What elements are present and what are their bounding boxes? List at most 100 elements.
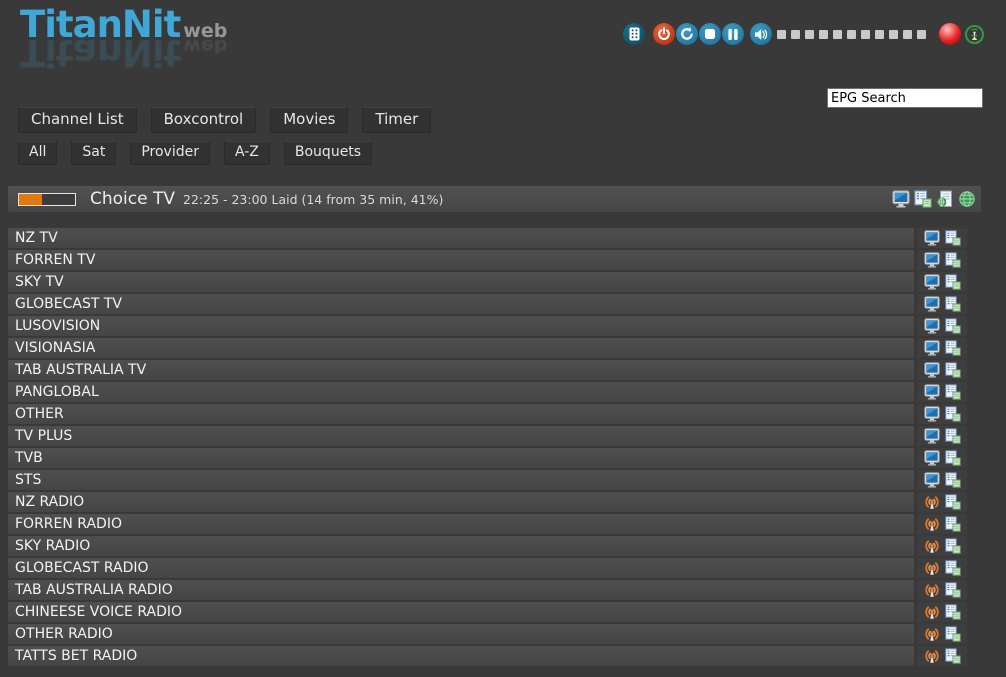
copy-to-bouquet-icon[interactable] — [944, 274, 961, 290]
tv-icon[interactable] — [923, 362, 940, 378]
nav-movies[interactable]: Movies — [270, 107, 349, 133]
volume-segment[interactable] — [903, 29, 912, 39]
volume-segment[interactable] — [777, 29, 786, 39]
channel-name: PANGLOBAL — [15, 384, 99, 400]
nav-boxcontrol[interactable]: Boxcontrol — [150, 107, 257, 133]
channel-button[interactable]: NZ RADIO — [8, 492, 914, 512]
channel-button[interactable]: OTHER RADIO — [8, 624, 914, 644]
radio-icon[interactable] — [924, 626, 940, 642]
radio-icon[interactable] — [924, 582, 940, 598]
channel-button[interactable]: LUSOVISION — [8, 316, 914, 336]
channel-row-actions — [917, 536, 967, 556]
copy-to-bouquet-icon[interactable] — [944, 362, 961, 378]
pause-icon[interactable] — [722, 23, 744, 45]
channel-button[interactable]: TAB AUSTRALIA RADIO — [8, 580, 914, 600]
volume-segment[interactable] — [875, 29, 884, 39]
stop-icon[interactable] — [699, 23, 721, 45]
channel-button[interactable]: NZ TV — [8, 228, 914, 248]
radio-icon[interactable] — [924, 648, 940, 664]
copy-to-bouquet-icon[interactable] — [944, 230, 961, 246]
channel-button[interactable]: PANGLOBAL — [8, 382, 914, 402]
channel-row-actions — [917, 580, 967, 600]
channel-button[interactable]: OTHER — [8, 404, 914, 424]
filter-sat[interactable]: Sat — [71, 141, 117, 165]
restart-icon[interactable] — [676, 23, 698, 45]
web-document-icon[interactable] — [936, 190, 954, 208]
volume-segment[interactable] — [889, 29, 898, 39]
filter-all[interactable]: All — [18, 141, 58, 165]
globe-icon[interactable] — [958, 190, 976, 208]
tv-icon[interactable] — [923, 318, 940, 334]
epg-search-input[interactable] — [827, 88, 983, 108]
copy-to-bouquet-icon[interactable] — [944, 626, 961, 642]
tv-icon[interactable] — [923, 472, 940, 488]
copy-to-bouquet-icon[interactable] — [944, 296, 961, 312]
channel-button[interactable]: TAB AUSTRALIA TV — [8, 360, 914, 380]
nav-timer[interactable]: Timer — [362, 107, 432, 133]
copy-to-bouquet-icon[interactable] — [944, 494, 961, 510]
channel-button[interactable]: SKY RADIO — [8, 536, 914, 556]
channel-button[interactable]: FORREN RADIO — [8, 514, 914, 534]
copy-to-bouquet-icon[interactable] — [944, 340, 961, 356]
tv-icon[interactable] — [923, 384, 940, 400]
channel-row: SKY RADIO — [8, 536, 967, 556]
copy-to-bouquet-icon[interactable] — [944, 406, 961, 422]
copy-to-bouquet-icon[interactable] — [944, 450, 961, 466]
volume-segment[interactable] — [861, 29, 870, 39]
filter-provider[interactable]: Provider — [130, 141, 210, 165]
channel-button[interactable]: CHINEESE VOICE RADIO — [8, 602, 914, 622]
channel-row: NZ RADIO — [8, 492, 967, 512]
volume-segment[interactable] — [847, 29, 856, 39]
copy-to-bouquet-icon[interactable] — [944, 384, 961, 400]
copy-to-bouquet-icon[interactable] — [944, 472, 961, 488]
radio-icon[interactable] — [924, 516, 940, 532]
volume-segment[interactable] — [917, 29, 926, 39]
copy-to-bouquet-icon[interactable] — [944, 648, 961, 664]
channel-row-actions — [917, 492, 967, 512]
power-icon[interactable] — [653, 23, 675, 45]
tv-icon[interactable] — [923, 450, 940, 466]
radio-icon[interactable] — [924, 604, 940, 620]
copy-to-bouquet-icon[interactable] — [944, 318, 961, 334]
volume-level[interactable] — [777, 29, 926, 39]
channel-button[interactable]: GLOBECAST TV — [8, 294, 914, 314]
channel-button[interactable]: TV PLUS — [8, 426, 914, 446]
tv-icon[interactable] — [923, 274, 940, 290]
channel-button[interactable]: VISIONASIA — [8, 338, 914, 358]
volume-segment[interactable] — [819, 29, 828, 39]
channel-button[interactable]: TATTS BET RADIO — [8, 646, 914, 666]
copy-to-bouquet-icon[interactable] — [944, 516, 961, 532]
copy-to-bouquet-icon[interactable] — [944, 428, 961, 444]
filter-bouquets[interactable]: Bouquets — [283, 141, 373, 165]
volume-segment[interactable] — [833, 29, 842, 39]
radio-icon[interactable] — [924, 494, 940, 510]
copy-to-bouquet-icon[interactable] — [944, 538, 961, 554]
radio-icon[interactable] — [924, 560, 940, 576]
volume-icon[interactable] — [750, 23, 772, 45]
tv-icon[interactable] — [923, 296, 940, 312]
filter-a-z[interactable]: A-Z — [223, 141, 270, 165]
radio-icon[interactable] — [924, 538, 940, 554]
channel-button[interactable]: TVB — [8, 448, 914, 468]
copy-epg-icon[interactable] — [914, 190, 932, 208]
channel-button[interactable]: SKY TV — [8, 272, 914, 292]
channel-button[interactable]: GLOBECAST RADIO — [8, 558, 914, 578]
tv-icon[interactable] — [923, 230, 940, 246]
nav-channel-list[interactable]: Channel List — [18, 107, 137, 133]
copy-to-bouquet-icon[interactable] — [944, 252, 961, 268]
channel-button[interactable]: STS — [8, 470, 914, 490]
remote-control-icon[interactable] — [623, 23, 645, 45]
tv-icon[interactable] — [923, 428, 940, 444]
channel-button[interactable]: FORREN TV — [8, 250, 914, 270]
copy-to-bouquet-icon[interactable] — [944, 604, 961, 620]
volume-segment[interactable] — [791, 29, 800, 39]
copy-to-bouquet-icon[interactable] — [944, 582, 961, 598]
tv-icon[interactable] — [923, 406, 940, 422]
tv-icon[interactable] — [923, 340, 940, 356]
tv-icon[interactable] — [923, 252, 940, 268]
channel-row-actions — [917, 646, 967, 666]
volume-segment[interactable] — [805, 29, 814, 39]
copy-to-bouquet-icon[interactable] — [944, 560, 961, 576]
tv-screen-icon[interactable] — [892, 190, 910, 208]
